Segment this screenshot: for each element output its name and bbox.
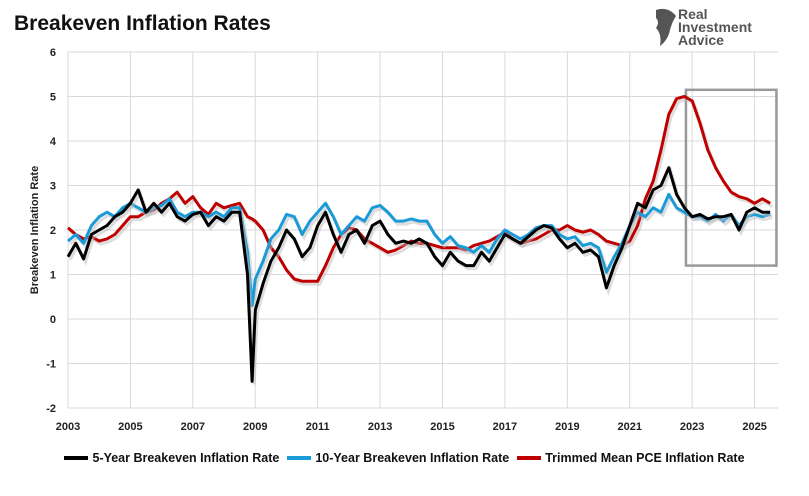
legend-label: 5-Year Breakeven Inflation Rate xyxy=(92,451,280,465)
legend-swatch xyxy=(287,456,312,460)
line-chart: -2 -1 0 1 2 3 4 5 6 2003 2005 2007 2009 2011 2013 2015 2… xyxy=(29,47,778,433)
logo-line: Investment xyxy=(678,19,752,35)
x-tick-label: 2019 xyxy=(555,421,579,433)
series-shadow xyxy=(68,166,773,385)
series-line xyxy=(67,95,771,283)
legend-swatch xyxy=(517,456,542,460)
chart-title: Breakeven Inflation Rates xyxy=(14,12,271,35)
logo-line: Real xyxy=(678,6,708,22)
x-tick-label: 2009 xyxy=(243,421,267,433)
x-tick-label: 2011 xyxy=(306,421,330,433)
y-tick-label: -2 xyxy=(46,403,56,415)
legend-label: 10-Year Breakeven Inflation Rate xyxy=(315,451,510,465)
y-tick-label: 6 xyxy=(50,47,56,59)
x-tick-label: 2023 xyxy=(680,421,704,433)
y-tick-label: 5 xyxy=(50,92,56,104)
x-tick-label: 2007 xyxy=(181,421,205,433)
y-tick-label: 3 xyxy=(50,181,56,193)
highlight-box xyxy=(684,88,778,267)
legend: 5-Year Breakeven Inflation Rate 10-Year B… xyxy=(0,451,809,465)
logo-line: Advice xyxy=(678,32,724,48)
y-tick-label: 2 xyxy=(50,225,56,237)
x-tick-label: 2021 xyxy=(618,421,642,433)
y-tick-label: 1 xyxy=(50,270,56,282)
y-tick-label: 0 xyxy=(50,314,56,326)
x-tick-label: 2025 xyxy=(742,421,766,433)
x-tick-label: 2003 xyxy=(56,421,80,433)
x-tick-label: 2013 xyxy=(368,421,392,433)
y-tick-label: 4 xyxy=(50,136,57,148)
logo-text: Real Investment Advice xyxy=(678,6,752,48)
legend-swatch xyxy=(64,456,89,460)
legend-item: 10-Year Breakeven Inflation Rate xyxy=(287,451,509,465)
legend-item: Trimmed Mean PCE Inflation Rate xyxy=(517,451,745,465)
x-tick-label: 2005 xyxy=(118,421,142,433)
x-tick-label: 2017 xyxy=(493,421,517,433)
series-line xyxy=(66,166,771,383)
x-tick-label: 2015 xyxy=(430,421,454,433)
legend-label: Trimmed Mean PCE Inflation Rate xyxy=(545,451,745,465)
series-line xyxy=(67,192,771,308)
legend-item: 5-Year Breakeven Inflation Rate xyxy=(64,451,279,465)
y-axis-label: Breakeven Inflation Rate xyxy=(29,166,41,294)
y-tick-label: -1 xyxy=(46,359,56,371)
